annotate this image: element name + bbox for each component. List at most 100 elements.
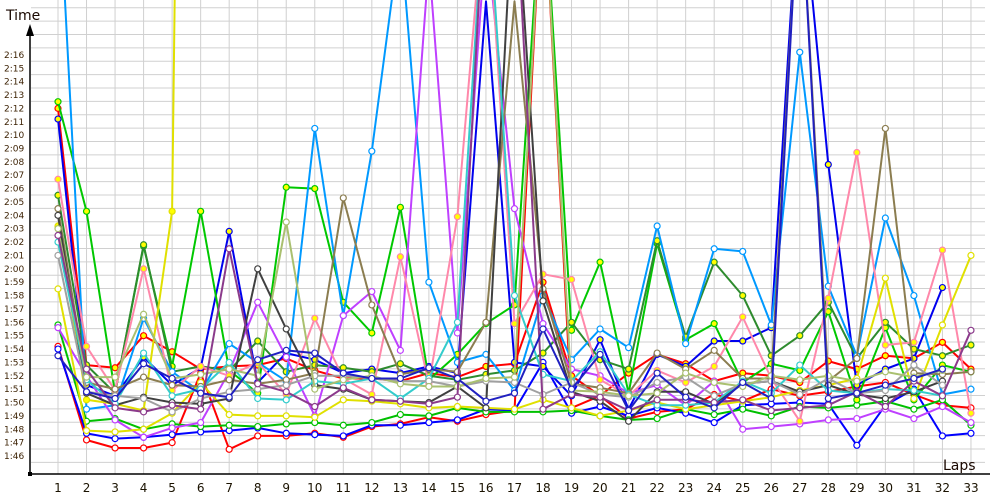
x-tick-label: 7: [225, 481, 233, 495]
data-point: [510, 405, 519, 413]
data-point: [368, 418, 376, 427]
y-tick-label: 2:15: [4, 64, 24, 74]
data-point: [567, 318, 576, 326]
axis-origin-marker: [28, 472, 32, 476]
x-tick-labels: 1 2 3 4 5 6 7 8 9 10 11 12 13 14 15 16 17 18 19 20 21 22 23 24 2…: [54, 481, 978, 495]
data-point: [254, 394, 262, 403]
y-tick-label: 1:46: [4, 452, 24, 462]
data-point: [54, 352, 62, 360]
data-point: [139, 394, 148, 403]
data-point: [938, 381, 947, 389]
data-point: [739, 337, 747, 345]
data-point: [311, 124, 319, 133]
data-point: [168, 431, 176, 439]
data-point: [853, 389, 861, 397]
data-point: [282, 218, 290, 226]
data-point: [767, 406, 775, 415]
y-tick-label: 2:16: [4, 51, 24, 61]
data-point: [910, 394, 918, 403]
data-point: [710, 378, 718, 387]
data-point: [910, 386, 918, 395]
y-tick-label: 1:58: [4, 292, 24, 302]
data-point: [853, 354, 861, 362]
data-point: [197, 418, 205, 427]
data-point: [225, 421, 233, 429]
data-point: [453, 402, 462, 411]
data-point: [368, 374, 376, 383]
data-point: [739, 291, 747, 300]
data-point: [368, 396, 376, 404]
y-tick-label: 2:01: [4, 251, 24, 261]
x-tick-label: 22: [649, 481, 664, 495]
y-tick-label: 2:05: [4, 198, 24, 208]
x-tick-label: 5: [168, 481, 176, 495]
data-point: [539, 325, 547, 333]
data-point: [824, 401, 832, 409]
data-point: [881, 352, 889, 360]
series-line: [57, 0, 972, 413]
x-tick-label: 9: [282, 481, 290, 495]
data-point: [54, 285, 62, 293]
y-tick-label: 2:04: [4, 211, 24, 221]
x-tick-label: 28: [821, 481, 836, 495]
data-point: [796, 404, 804, 412]
data-point: [510, 205, 519, 213]
data-point: [396, 374, 404, 383]
x-tick-label: 27: [792, 481, 807, 495]
data-point: [539, 297, 547, 305]
data-point: [967, 251, 975, 260]
data-point: [282, 420, 290, 428]
data-point: [910, 414, 918, 423]
series-line: [57, 0, 943, 423]
series-line: [57, 0, 943, 397]
data-point: [339, 194, 347, 202]
data-point: [254, 298, 262, 306]
data-point: [910, 374, 918, 383]
data-point: [311, 431, 319, 439]
data-point: [139, 310, 148, 318]
data-point: [739, 313, 747, 321]
data-point: [111, 404, 119, 412]
data-point: [54, 225, 62, 233]
data-point: [54, 211, 62, 219]
data-point: [168, 408, 176, 416]
data-point: [453, 318, 462, 326]
series-yellow-1: [54, 0, 176, 415]
data-point: [368, 301, 376, 309]
data-point: [881, 368, 889, 376]
data-point: [111, 444, 119, 452]
x-tick-label: 30: [878, 481, 893, 495]
data-point: [482, 318, 490, 326]
data-point: [311, 402, 319, 411]
data-point: [254, 432, 262, 440]
data-point: [624, 392, 633, 400]
data-point: [938, 352, 947, 360]
data-point: [311, 385, 319, 393]
data-point: [139, 408, 148, 416]
y-tick-label: 1:57: [4, 305, 24, 315]
data-point: [339, 432, 347, 440]
data-point: [282, 429, 290, 437]
series-line: [57, 0, 943, 412]
x-tick-label: 11: [336, 481, 351, 495]
data-point: [339, 396, 347, 404]
y-tick-label: 1:56: [4, 318, 24, 328]
y-tick-label: 2:14: [4, 78, 24, 88]
data-point: [54, 115, 62, 123]
data-point: [824, 416, 832, 424]
data-point: [425, 418, 433, 427]
data-point: [881, 214, 889, 222]
data-point: [139, 433, 148, 441]
data-point: [139, 241, 148, 249]
series-purple: [54, 0, 975, 416]
data-point: [425, 364, 433, 372]
data-point: [796, 332, 804, 340]
data-point: [54, 205, 62, 213]
data-point: [311, 413, 319, 421]
data-point: [225, 393, 233, 401]
data-point: [311, 349, 319, 357]
data-point: [567, 326, 576, 334]
data-point: [396, 421, 404, 429]
data-point: [225, 376, 233, 384]
data-point: [139, 360, 148, 368]
